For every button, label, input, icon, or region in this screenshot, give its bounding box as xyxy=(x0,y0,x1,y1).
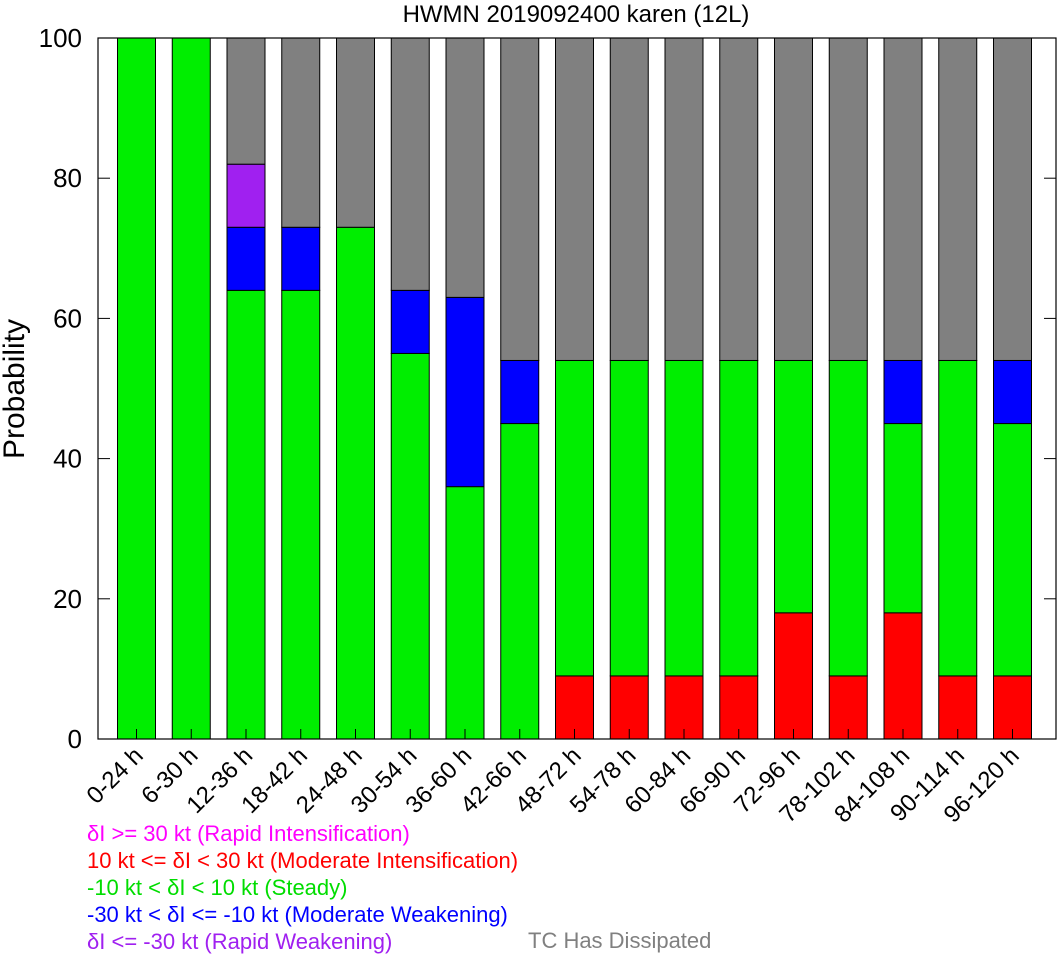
bar-steady-78-102h xyxy=(828,359,868,677)
bar-dissipated-54-78h xyxy=(609,37,649,361)
bar-rw-12-36h xyxy=(226,163,266,228)
bar-dissipated-66-90h xyxy=(719,37,759,361)
bar-mi-54-78h xyxy=(609,675,649,740)
y-axis-label: Probability xyxy=(0,319,31,459)
bar-steady-0-24h xyxy=(117,37,156,740)
legend-dissipated: TC Has Dissipated xyxy=(528,928,712,953)
legend-moderate-intensification: 10 kt <= δI < 30 kt (Moderate Intensific… xyxy=(87,848,519,873)
bar-steady-36-60h xyxy=(445,486,485,740)
legend-rapid-intensification: δI >= 30 kt (Rapid Intensification) xyxy=(87,821,410,846)
bar-steady-96-120h xyxy=(993,423,1032,677)
legend: δI >= 30 kt (Rapid Intensification) 10 k… xyxy=(87,820,518,955)
bar-dissipated-30-54h xyxy=(390,37,430,291)
bar-mw-18-42h xyxy=(281,226,321,291)
bars-group xyxy=(117,37,1032,740)
y-tick-label: 20 xyxy=(53,584,82,614)
bar-steady-12-36h xyxy=(226,289,266,740)
bar-steady-66-90h xyxy=(719,359,759,677)
bar-dissipated-60-84h xyxy=(664,37,704,361)
bar-mi-84-108h xyxy=(883,612,923,740)
bar-steady-24-48h xyxy=(336,226,375,740)
bar-steady-60-84h xyxy=(664,359,704,677)
bar-dissipated-84-108h xyxy=(883,37,923,361)
bar-mw-96-120h xyxy=(993,359,1032,425)
bar-dissipated-90-114h xyxy=(938,37,978,361)
bar-dissipated-18-42h xyxy=(281,37,321,228)
bar-steady-6-30h xyxy=(171,37,211,740)
legend-moderate-weakening: -30 kt < δI <= -10 kt (Moderate Weakenin… xyxy=(87,902,508,927)
bar-dissipated-72-96h xyxy=(774,37,813,361)
bar-mi-90-114h xyxy=(938,675,978,740)
y-tick-label: 0 xyxy=(68,724,82,754)
bar-steady-54-78h xyxy=(609,359,649,677)
bar-dissipated-24-48h xyxy=(336,37,375,228)
legend-steady: -10 kt < δI < 10 kt (Steady) xyxy=(87,875,348,900)
bar-mw-42-66h xyxy=(500,359,540,425)
bar-mw-84-108h xyxy=(883,359,923,425)
bar-mw-12-36h xyxy=(226,226,266,291)
y-tick-label: 80 xyxy=(53,163,82,193)
bar-dissipated-36-60h xyxy=(445,37,485,298)
bar-steady-72-96h xyxy=(774,359,813,614)
chart-title: HWMN 2019092400 karen (12L) xyxy=(403,1,750,28)
bar-dissipated-12-36h xyxy=(226,37,266,165)
bar-mi-72-96h xyxy=(774,612,813,740)
bar-dissipated-48-72h xyxy=(555,37,594,361)
bar-steady-48-72h xyxy=(555,359,594,677)
bar-mi-66-90h xyxy=(719,675,759,740)
bar-mw-30-54h xyxy=(390,289,430,354)
bar-steady-84-108h xyxy=(883,423,923,614)
plot-frame xyxy=(97,37,1057,740)
x-tick-label: 0-24 h xyxy=(82,742,149,809)
bar-steady-30-54h xyxy=(390,352,430,740)
bar-dissipated-42-66h xyxy=(500,37,540,361)
bar-steady-90-114h xyxy=(938,359,978,677)
bar-dissipated-96-120h xyxy=(993,37,1032,361)
y-tick-label: 100 xyxy=(39,23,82,53)
bar-dissipated-78-102h xyxy=(828,37,868,361)
y-tick-label: 60 xyxy=(53,303,82,333)
bar-steady-18-42h xyxy=(281,289,321,740)
bar-steady-42-66h xyxy=(500,423,540,740)
legend-rapid-weakening: δI <= -30 kt (Rapid Weakening) xyxy=(87,929,393,954)
y-tick-label: 40 xyxy=(53,444,82,474)
bar-mi-48-72h xyxy=(555,675,594,740)
bar-mw-36-60h xyxy=(445,296,485,488)
